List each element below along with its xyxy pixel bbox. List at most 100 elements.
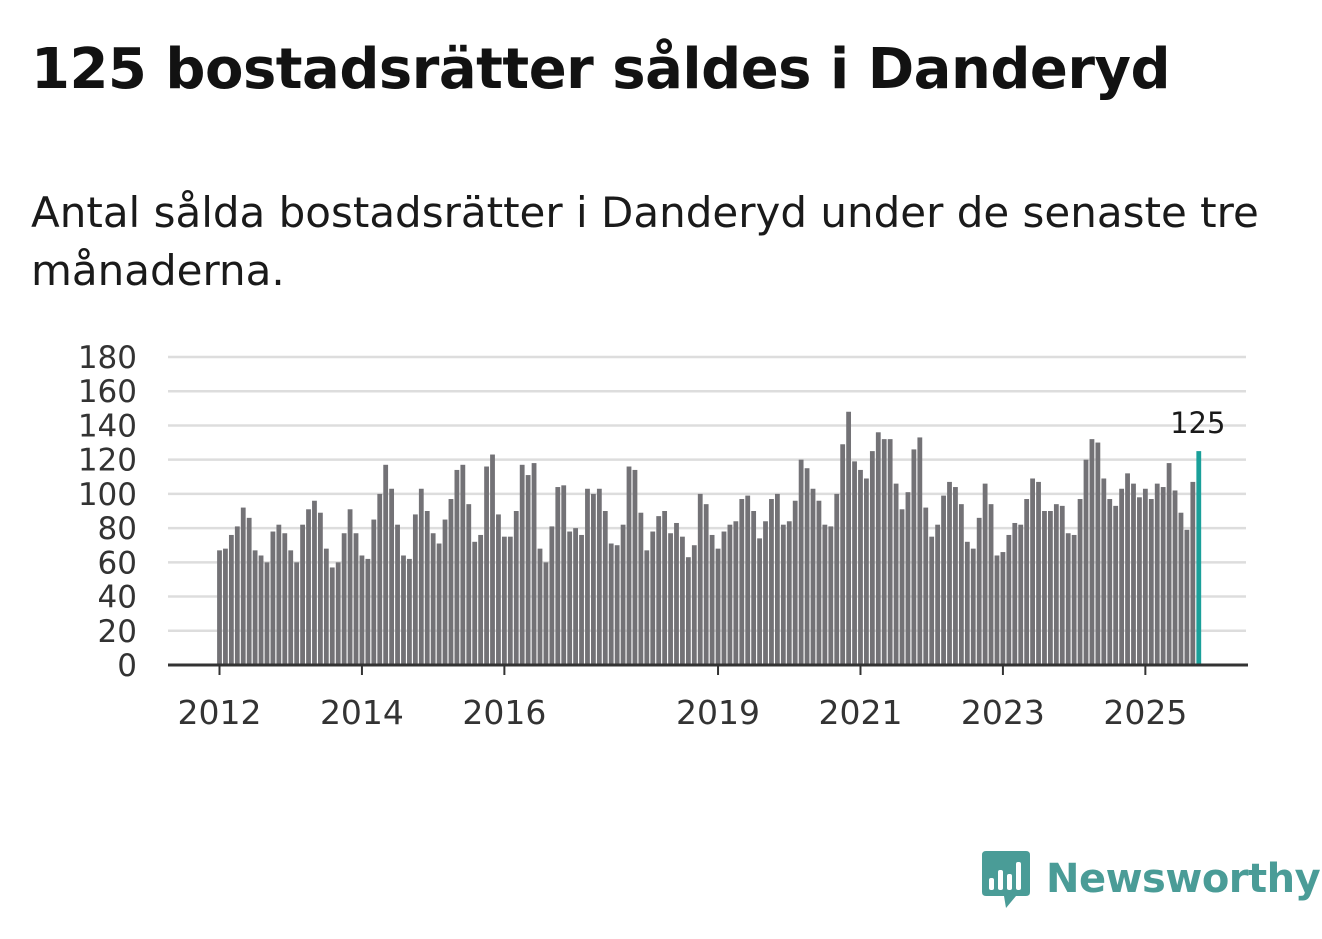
bar (751, 511, 757, 665)
bar (306, 509, 311, 665)
bar (715, 548, 721, 665)
bar (911, 449, 917, 665)
y-tick-label: 20 (98, 614, 137, 650)
bar (733, 521, 739, 665)
bar (323, 548, 329, 665)
x-tick-label: 2014 (320, 693, 404, 732)
bar (282, 533, 288, 665)
bar (288, 550, 294, 665)
bar (1190, 481, 1196, 665)
bar (1148, 499, 1154, 665)
bar (223, 548, 228, 665)
y-tick-label: 120 (78, 443, 137, 479)
bar (460, 464, 466, 665)
chart-title: 125 bostadsrätter såldes i Danderyd (31, 37, 1171, 102)
bar (703, 504, 709, 665)
bar (792, 500, 798, 665)
bar (1053, 504, 1059, 665)
bar (1071, 534, 1077, 665)
bar (994, 555, 1000, 665)
brand-logo: Newsworthy (982, 848, 1321, 910)
bar (436, 543, 442, 665)
bar (490, 454, 495, 665)
bar (1024, 499, 1030, 665)
bar (312, 500, 317, 665)
bar (579, 534, 584, 665)
bar (834, 493, 840, 665)
bar (513, 511, 519, 665)
bar (543, 562, 549, 665)
bar (976, 517, 982, 665)
bar (573, 528, 578, 665)
bar (668, 533, 673, 665)
y-tick-label: 0 (117, 648, 137, 684)
bar (674, 522, 679, 665)
bar (377, 493, 383, 665)
bar (656, 516, 662, 665)
bar (1042, 511, 1047, 665)
bar (608, 543, 614, 665)
bar (507, 536, 513, 665)
bar (869, 451, 875, 665)
bar (680, 536, 685, 665)
bar (591, 493, 596, 665)
bar (905, 492, 911, 665)
bar (970, 548, 976, 665)
bar (383, 464, 389, 665)
bar (1131, 483, 1136, 665)
bar (1113, 505, 1119, 665)
bar (763, 521, 768, 665)
bar (964, 541, 970, 665)
bar (501, 536, 507, 665)
bar (1178, 512, 1184, 665)
bar (982, 483, 988, 665)
chart-subtitle: Antal sålda bostadsrätter i Danderyd und… (31, 188, 1259, 295)
bar (685, 557, 691, 665)
bar (1000, 552, 1006, 665)
bars (217, 411, 1202, 665)
bar (519, 464, 525, 665)
bar (804, 468, 810, 665)
bar (1083, 459, 1089, 665)
bar (365, 558, 371, 665)
grid-lines (168, 355, 1246, 633)
x-tick-label: 2016 (462, 693, 546, 732)
bar (1166, 463, 1172, 665)
bar (953, 487, 958, 665)
bar (1030, 478, 1035, 665)
bar (300, 524, 305, 665)
y-tick-label: 60 (98, 545, 137, 581)
bar (935, 524, 941, 665)
bar (620, 524, 626, 665)
bar (727, 524, 733, 665)
bar (1172, 490, 1178, 665)
bar (662, 511, 668, 665)
bar (1154, 483, 1160, 665)
bar (1107, 499, 1113, 665)
bar (270, 531, 276, 665)
bar (798, 459, 804, 665)
bar (1012, 522, 1018, 665)
bar (246, 517, 252, 665)
bar (929, 536, 935, 665)
bar (947, 481, 952, 665)
bar (786, 521, 792, 665)
bar (1095, 442, 1101, 665)
bar (329, 567, 335, 665)
bar (745, 495, 751, 665)
bar (858, 469, 863, 665)
bar (531, 463, 537, 665)
bar (1065, 533, 1071, 665)
bar (721, 531, 727, 665)
bar (1036, 481, 1041, 665)
bar (341, 533, 347, 665)
bar (549, 526, 555, 665)
bar (917, 437, 923, 665)
bar (769, 499, 774, 665)
y-tick-label: 140 (78, 408, 137, 444)
bar (899, 509, 905, 665)
bar (852, 461, 857, 665)
bar (347, 509, 353, 665)
bar (264, 562, 270, 665)
bar (626, 466, 632, 665)
